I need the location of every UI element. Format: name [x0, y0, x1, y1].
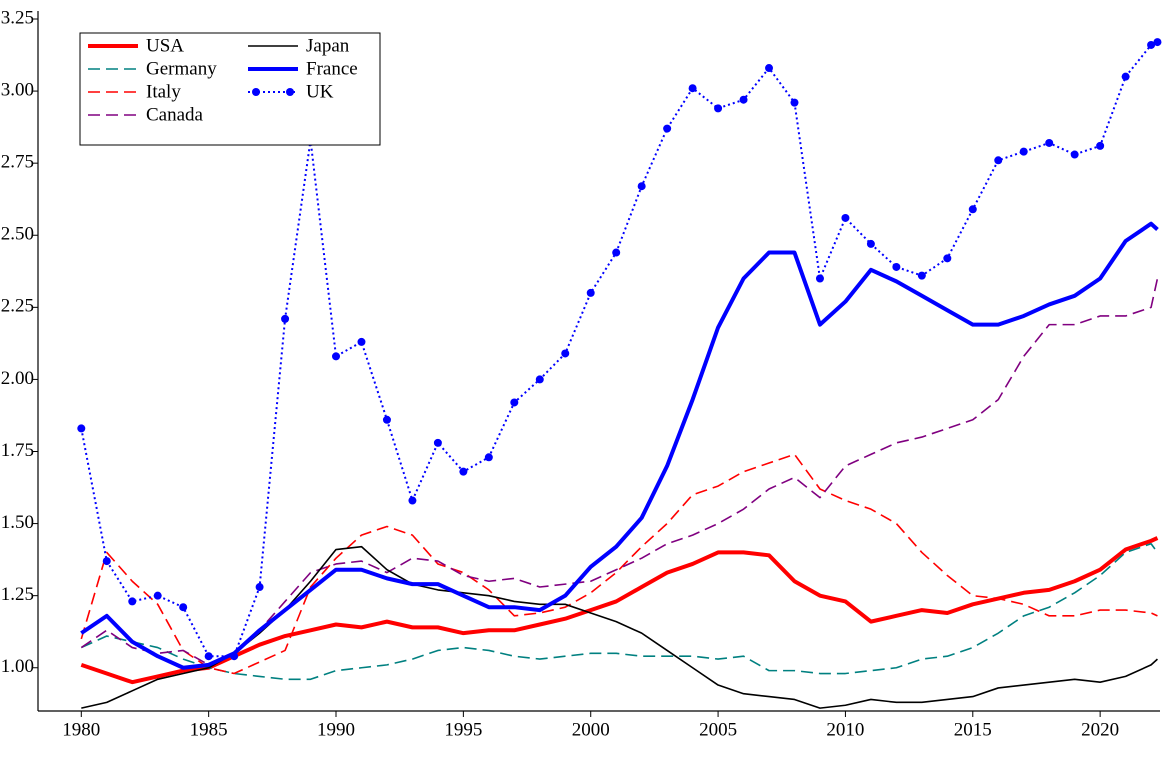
y-tick-label: 2.75 — [1, 152, 34, 173]
legend-label: UK — [306, 81, 334, 102]
series-marker — [1019, 147, 1028, 156]
series-marker — [841, 213, 850, 222]
series-marker — [357, 337, 366, 346]
x-tick-label: 1985 — [190, 719, 228, 740]
x-tick-label: 2015 — [954, 719, 992, 740]
legend-label: Japan — [306, 35, 350, 56]
series-marker — [204, 652, 213, 661]
series-marker — [484, 453, 493, 462]
series-marker — [637, 182, 646, 191]
legend-label: Italy — [146, 81, 181, 102]
x-tick-label: 2000 — [572, 719, 610, 740]
series-marker — [866, 239, 875, 248]
series-line — [81, 545, 1158, 709]
series-marker — [382, 415, 391, 424]
series-marker — [1121, 72, 1130, 81]
series-marker — [612, 248, 621, 257]
series-marker — [765, 64, 774, 73]
y-tick-label: 1.50 — [1, 512, 34, 533]
series-marker — [815, 274, 824, 283]
series-marker — [230, 652, 239, 661]
legend-marker — [286, 88, 294, 96]
series-line — [80, 453, 1158, 675]
series-marker — [128, 597, 137, 606]
series-marker — [1147, 40, 1156, 49]
legend-label: France — [306, 58, 358, 79]
legend-box — [79, 32, 381, 146]
series-marker — [586, 288, 595, 297]
series-marker — [535, 375, 544, 384]
y-tick-label: 2.50 — [1, 224, 34, 245]
x-tick-label: 1990 — [317, 719, 355, 740]
x-tick-label: 2005 — [699, 719, 737, 740]
y-tick-label: 1.00 — [1, 656, 34, 677]
series-marker — [790, 98, 799, 107]
series-marker — [179, 603, 188, 612]
series-marker — [994, 156, 1003, 165]
legend-label: USA — [146, 35, 184, 56]
y-tick-label: 1.75 — [1, 440, 34, 461]
series-marker — [663, 124, 672, 133]
series-marker — [408, 496, 417, 505]
series-marker — [459, 467, 468, 476]
series-line — [80, 542, 1159, 681]
series-marker — [968, 205, 977, 214]
series-marker — [561, 349, 570, 358]
series-line — [80, 278, 1159, 666]
series-line — [80, 41, 1158, 658]
series-marker — [943, 254, 952, 263]
series-marker — [1153, 38, 1162, 47]
series-line — [80, 536, 1159, 685]
series-marker — [102, 557, 111, 566]
series-marker — [332, 352, 341, 361]
series-marker — [77, 424, 86, 433]
series-marker — [1045, 138, 1054, 147]
x-tick-label: 2020 — [1081, 719, 1119, 740]
y-tick-label: 2.25 — [1, 296, 34, 317]
series-marker — [153, 591, 162, 600]
series-marker — [714, 104, 723, 113]
series-marker — [739, 95, 748, 104]
series-marker — [281, 314, 290, 323]
y-tick-label: 1.25 — [1, 584, 34, 605]
series-marker — [255, 583, 264, 592]
y-tick-label: 2.00 — [1, 368, 34, 389]
series-marker — [688, 84, 697, 93]
series-marker — [1096, 141, 1105, 150]
series-marker — [892, 262, 901, 271]
series-marker — [1070, 150, 1079, 159]
series-marker — [510, 398, 519, 407]
legend-label: Germany — [146, 58, 217, 79]
x-tick-label: 2010 — [826, 719, 864, 740]
x-tick-label: 1995 — [444, 719, 482, 740]
y-tick-label: 3.00 — [1, 79, 34, 100]
legend-marker — [252, 88, 260, 96]
y-tick-label: 3.25 — [1, 7, 34, 28]
series-marker — [917, 271, 926, 280]
legend-label: Canada — [146, 104, 204, 125]
series-marker — [433, 438, 442, 447]
series-line — [80, 221, 1159, 670]
x-tick-label: 1980 — [62, 719, 100, 740]
